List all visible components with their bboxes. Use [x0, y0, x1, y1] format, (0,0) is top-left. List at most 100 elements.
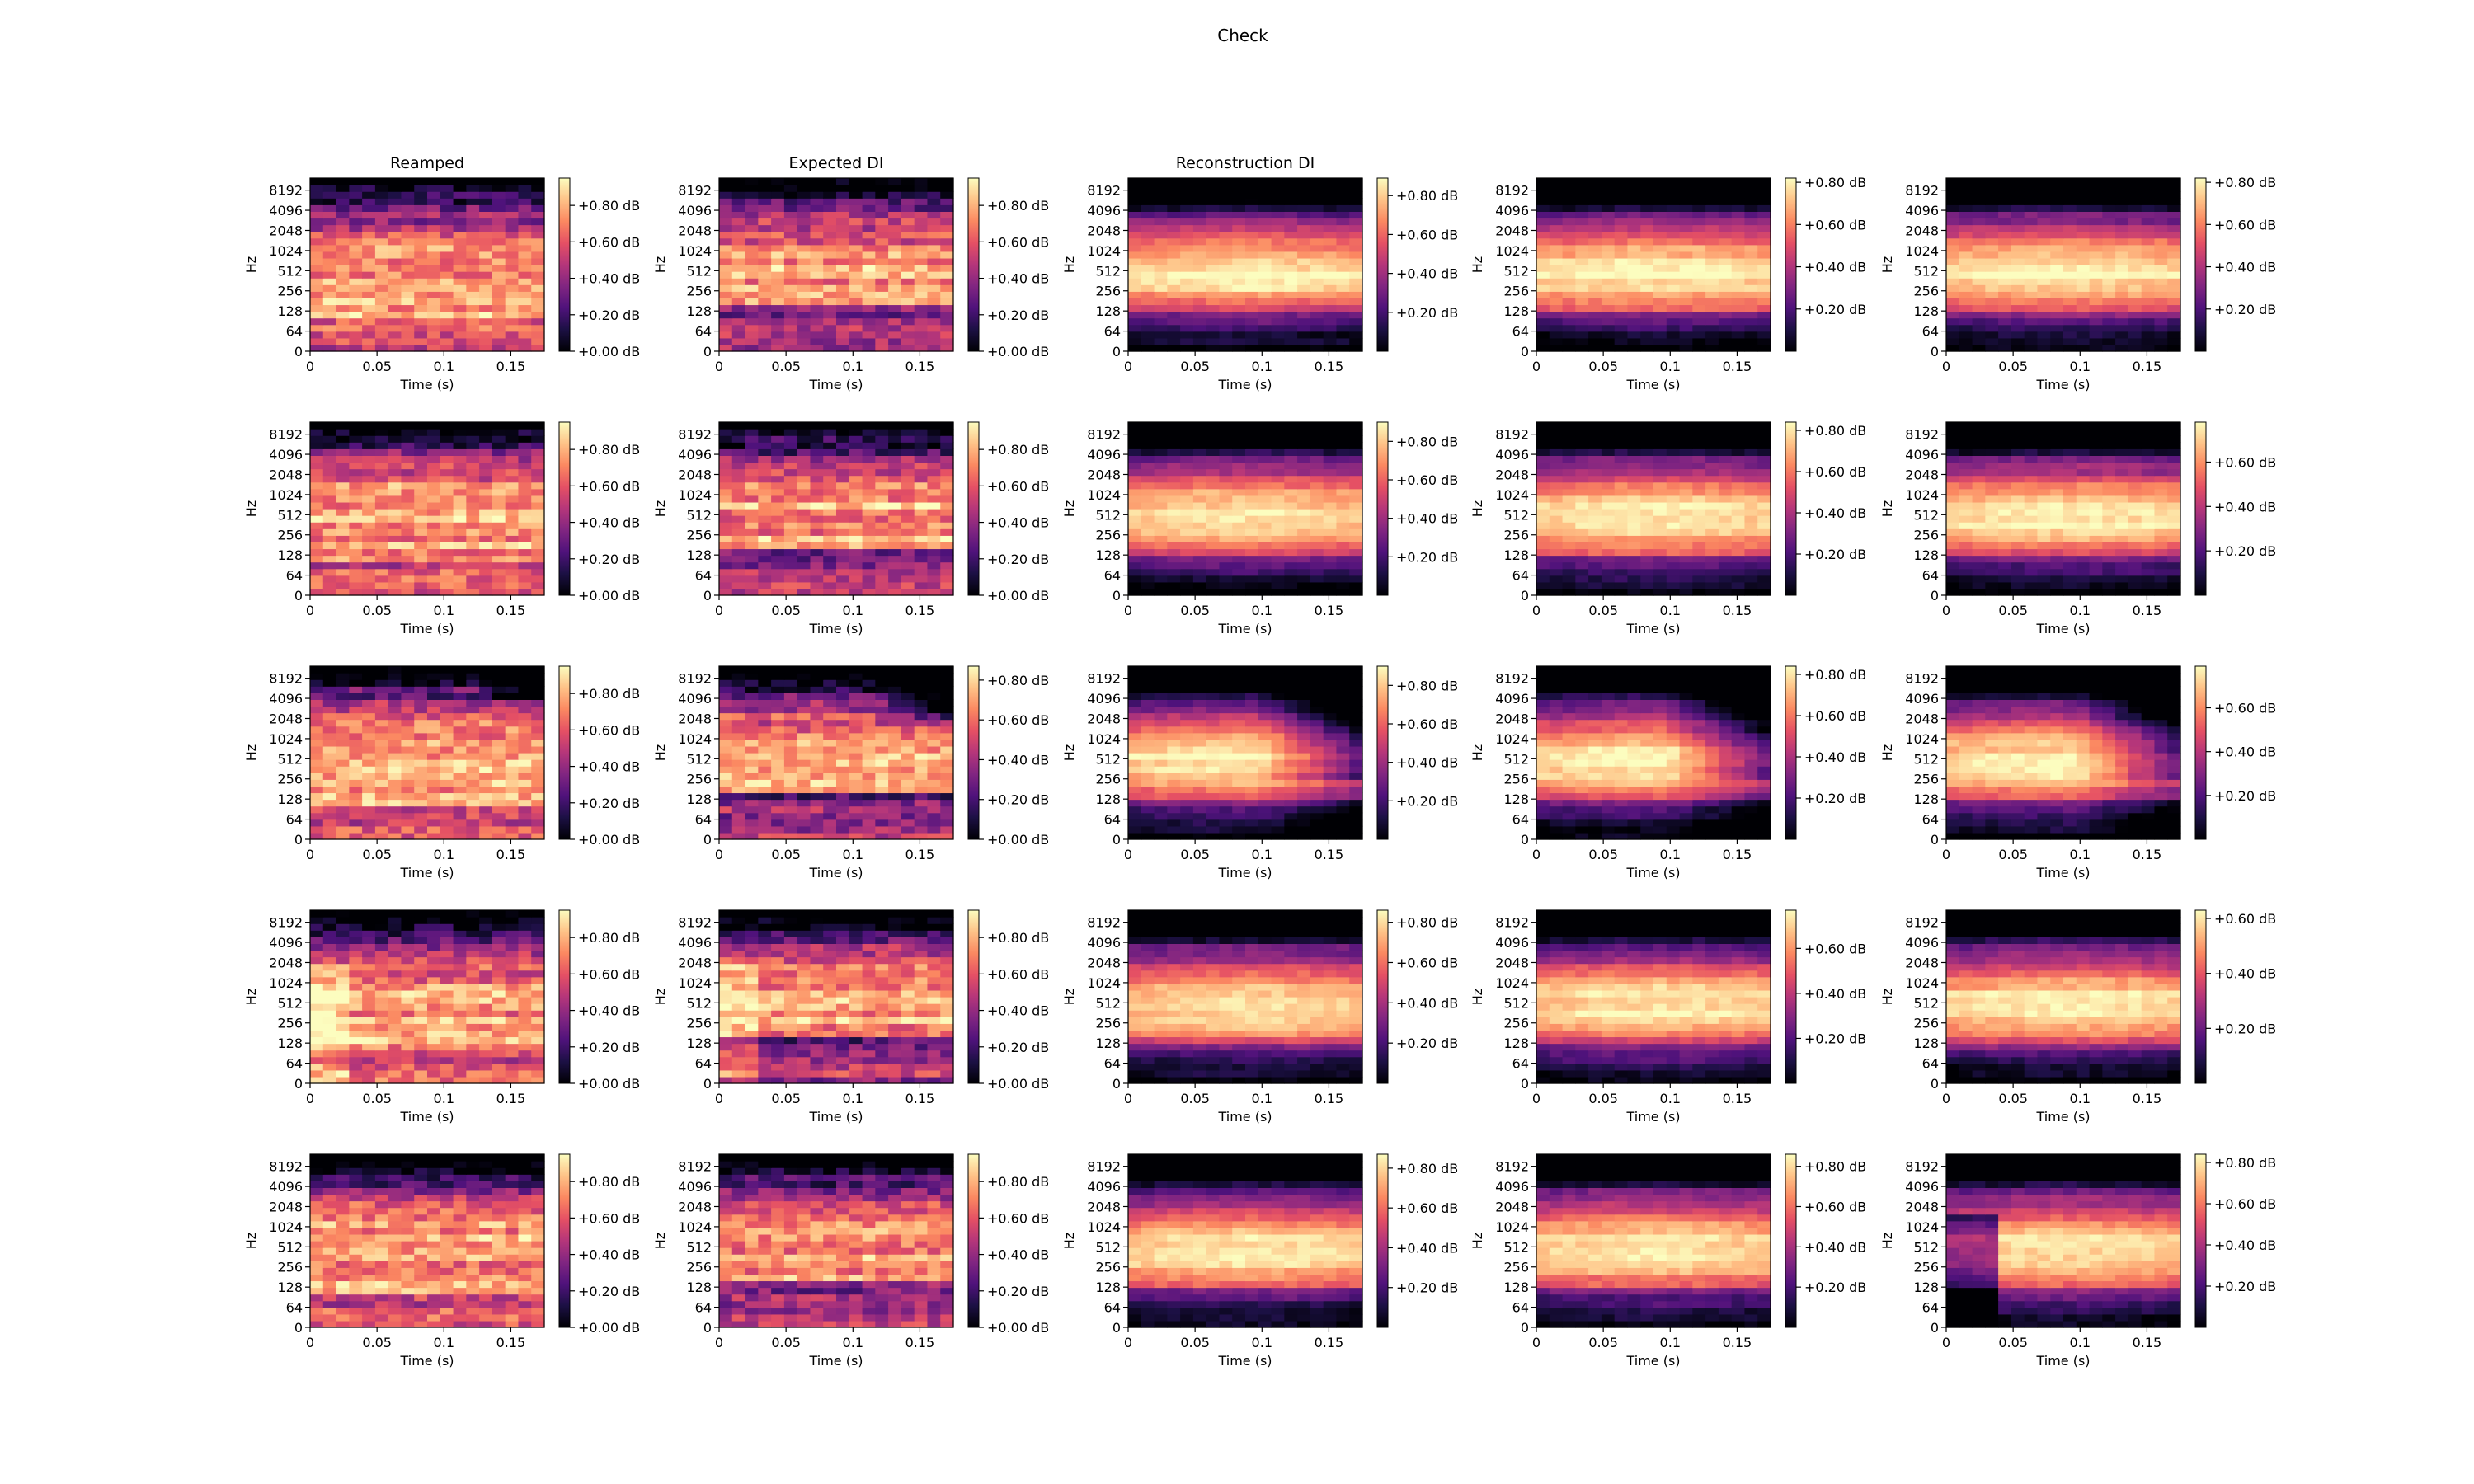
heatmap-cell — [2037, 575, 2051, 583]
heatmap-cell — [1692, 588, 1706, 596]
heatmap-cell — [531, 522, 545, 529]
heatmap-cell — [1310, 542, 1324, 550]
heatmap-cell — [2037, 509, 2051, 516]
heatmap-cell — [310, 324, 324, 332]
heatmap-cell — [1653, 561, 1667, 570]
heatmap-cell — [427, 218, 441, 226]
heatmap-cells — [310, 422, 545, 596]
heatmap-cell — [823, 244, 837, 252]
heatmap-cell — [1946, 198, 1960, 205]
heatmap-cell — [1744, 291, 1758, 298]
heatmap-cell — [731, 561, 746, 570]
heatmap-cell — [531, 271, 545, 279]
heatmap-cell — [1588, 231, 1602, 239]
heatmap-cell — [310, 555, 324, 563]
heatmap-cell — [2089, 455, 2103, 463]
heatmap-cell — [1705, 284, 1719, 292]
heatmap-cell — [914, 211, 929, 219]
heatmap-cell — [453, 244, 467, 252]
heatmap-cell — [1998, 257, 2012, 265]
heatmap-cell — [1614, 515, 1629, 523]
heatmap-cell — [783, 555, 798, 563]
heatmap-cell — [427, 561, 441, 570]
heatmap-cell — [2037, 488, 2051, 496]
heatmap-cell — [1614, 488, 1629, 496]
heatmap-cell — [1640, 481, 1654, 490]
colorbar-tick-label: +0.60 dB — [987, 478, 1049, 494]
heatmap-cell — [1141, 429, 1155, 436]
heatmap-cell — [783, 185, 798, 192]
heatmap-cell — [1757, 442, 1771, 449]
heatmap-cell — [336, 481, 350, 490]
heatmap-cell — [2115, 265, 2129, 272]
heatmap-cell — [823, 455, 837, 463]
heatmap-cell — [2167, 311, 2181, 319]
y-axis-label: Hz — [1061, 256, 1077, 273]
heatmap-cell — [336, 317, 350, 326]
heatmap-cell — [914, 185, 929, 192]
heatmap-cell — [1206, 331, 1221, 339]
heatmap-cell — [518, 481, 532, 490]
heatmap-cell — [1959, 509, 1973, 516]
heatmap-cell — [2011, 462, 2025, 470]
heatmap-cell — [849, 204, 863, 212]
colorbar — [2194, 177, 2207, 352]
heatmap-cell — [1614, 455, 1629, 463]
heatmap-cell — [901, 304, 915, 312]
heatmap-cell — [322, 324, 337, 332]
heatmap-cell — [836, 515, 850, 523]
heatmap-cell — [862, 475, 876, 483]
heatmap-cell — [1271, 191, 1285, 199]
heatmap-cell — [531, 501, 545, 510]
heatmap-cell — [1245, 528, 1259, 536]
heatmap-cell — [810, 324, 824, 332]
heatmap-cell — [1666, 462, 1681, 470]
heatmap-cell — [940, 244, 954, 252]
heatmap-cell — [823, 211, 837, 219]
heatmap-cell — [901, 331, 915, 339]
heatmap-cell — [1336, 271, 1350, 279]
y-tick-label: 512 — [1913, 263, 1939, 279]
heatmap-cell — [731, 509, 746, 516]
heatmap-cell — [888, 265, 902, 272]
heatmap-cell — [783, 535, 798, 542]
heatmap-cell — [1271, 231, 1285, 239]
heatmap-cell — [388, 337, 402, 345]
heatmap-cell — [2128, 488, 2142, 496]
heatmap-cell — [1946, 462, 1960, 470]
heatmap-cell — [731, 224, 746, 232]
heatmap-cell — [1284, 581, 1298, 589]
heatmap-cell — [518, 422, 532, 430]
heatmap-cell — [849, 231, 863, 239]
heatmap-cell — [771, 555, 785, 563]
heatmap-cell — [1731, 535, 1746, 542]
heatmap-cell — [322, 555, 337, 563]
heatmap-cell — [1718, 501, 1733, 510]
heatmap-cell — [1705, 218, 1719, 226]
heatmap-cell — [1180, 495, 1194, 503]
heatmap-cell — [1284, 231, 1298, 239]
heatmap-cell — [1679, 561, 1693, 570]
heatmap-cell — [783, 251, 798, 259]
heatmap-cell — [2115, 481, 2129, 490]
heatmap-cell — [1575, 278, 1589, 285]
heatmap-cell — [914, 542, 929, 550]
x-tick-label: 0.1 — [843, 603, 863, 618]
heatmap-cell — [1627, 561, 1641, 570]
heatmap-cell — [1718, 568, 1733, 576]
heatmap-cell — [1744, 435, 1758, 443]
heatmap-cell — [1575, 211, 1589, 219]
heatmap-cell — [745, 455, 759, 463]
heatmap-cell — [388, 185, 402, 192]
heatmap-cell — [1588, 204, 1602, 212]
heatmap-cell — [2050, 278, 2064, 285]
heatmap-cell — [414, 237, 428, 246]
heatmap-cell — [2037, 304, 2051, 312]
heatmap-cell — [1653, 535, 1667, 542]
heatmap-cell — [771, 185, 785, 192]
heatmap-cell — [1549, 495, 1564, 503]
heatmap-cell — [1349, 331, 1363, 339]
heatmap-cell — [2037, 542, 2051, 550]
heatmap-cell — [1985, 495, 1999, 503]
heatmap-cell — [836, 204, 850, 212]
